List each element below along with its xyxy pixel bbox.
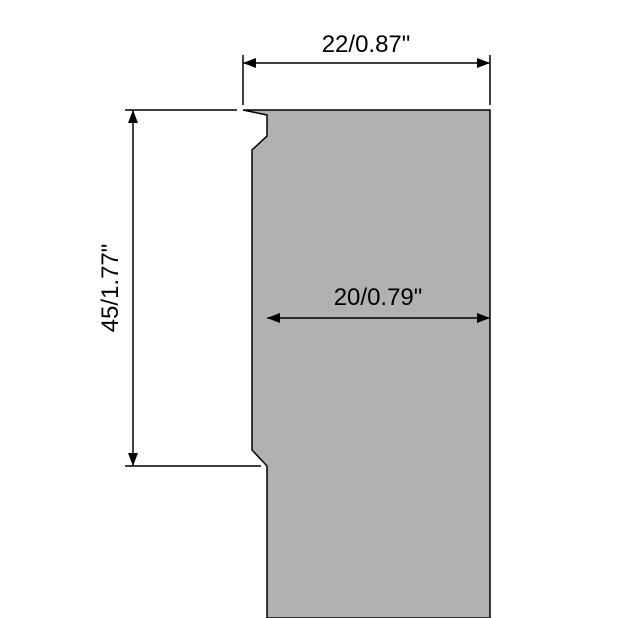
top-dimension: 22/0.87": [243, 31, 490, 105]
profile-shape: [243, 110, 490, 618]
left-dimension: 45/1.77": [97, 110, 261, 466]
drawing-svg: 22/0.87" 20/0.79" 45/1.77": [0, 0, 618, 618]
technical-drawing-container: 22/0.87" 20/0.79" 45/1.77": [0, 0, 618, 618]
left-arrow-top: [128, 110, 138, 123]
top-arrow-left: [243, 58, 256, 68]
left-arrow-bottom: [128, 453, 138, 466]
top-arrow-right: [477, 58, 490, 68]
middle-dimension-label: 20/0.79": [334, 284, 423, 311]
top-dimension-label: 22/0.87": [322, 31, 411, 58]
left-dimension-label: 45/1.77": [97, 244, 124, 333]
